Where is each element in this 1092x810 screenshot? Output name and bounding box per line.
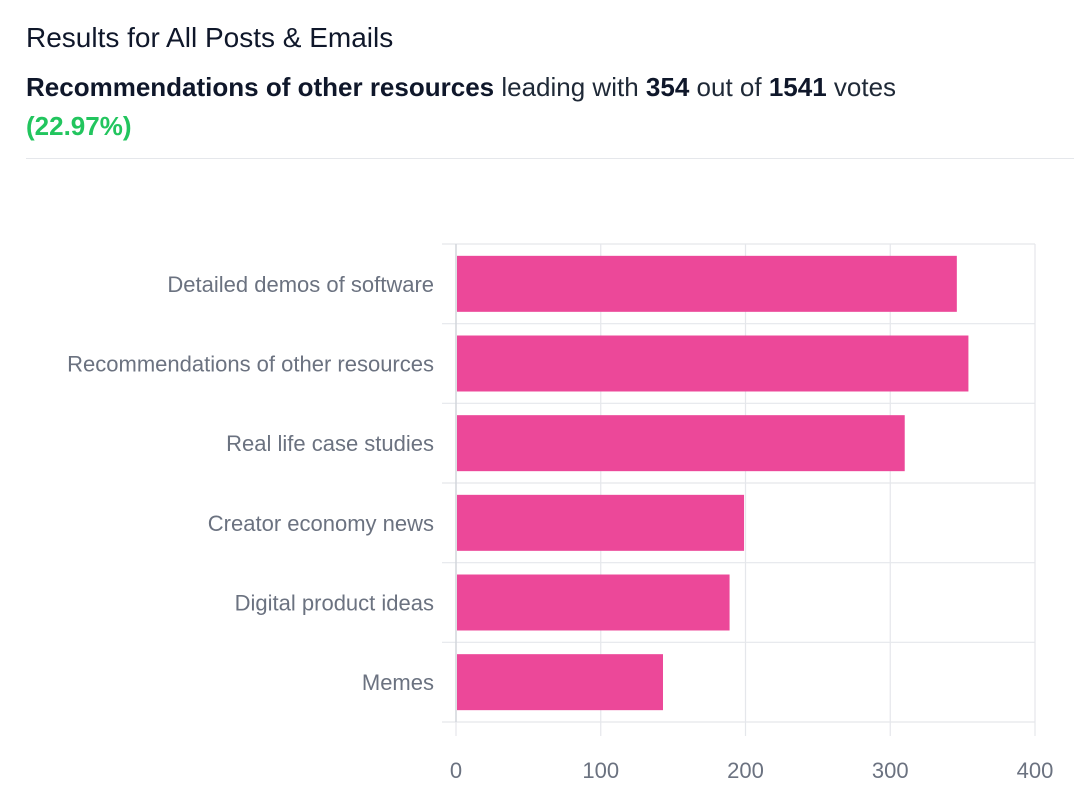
results-header: Results for All Posts & Emails Recommend… — [26, 20, 1066, 146]
x-tick-label-0: 0 — [450, 758, 462, 783]
x-axis-ticks: 0 100 200 300 400 — [450, 758, 1053, 783]
x-tick-label-200: 200 — [727, 758, 764, 783]
leader-votes: 354 — [645, 72, 690, 102]
header-divider — [26, 158, 1074, 159]
bar-1 — [457, 335, 969, 392]
x-tick-label-300: 300 — [872, 758, 909, 783]
category-label-2: Real life case studies — [226, 431, 434, 456]
page-title: Results for All Posts & Emails — [26, 22, 394, 53]
bar-5 — [457, 654, 663, 711]
category-label-1: Recommendations of other resources — [67, 352, 434, 377]
bar-2 — [457, 415, 905, 472]
bar-4 — [457, 574, 730, 631]
leading-option: Recommendations of other resources — [26, 72, 495, 102]
category-labels: Detailed demos of software Recommendation… — [67, 272, 434, 695]
x-tick-label-100: 100 — [582, 758, 619, 783]
category-label-4: Digital product ideas — [235, 591, 434, 616]
out-of-text: out of — [696, 72, 762, 102]
category-label-0: Detailed demos of software — [167, 272, 434, 297]
x-tick-label-400: 400 — [1017, 758, 1054, 783]
chart-bars — [457, 255, 969, 711]
chart-grid — [442, 243, 1036, 736]
results-summary: Recommendations of other resources leadi… — [26, 68, 1066, 146]
votes-text: votes — [833, 72, 897, 102]
leading-text: leading with — [501, 72, 639, 102]
category-label-3: Creator economy news — [208, 511, 434, 536]
category-label-5: Memes — [362, 670, 434, 695]
bar-0 — [457, 255, 957, 312]
bar-3 — [457, 494, 745, 551]
leader-percent: (22.97%) — [26, 111, 132, 141]
total-votes: 1541 — [768, 72, 827, 102]
